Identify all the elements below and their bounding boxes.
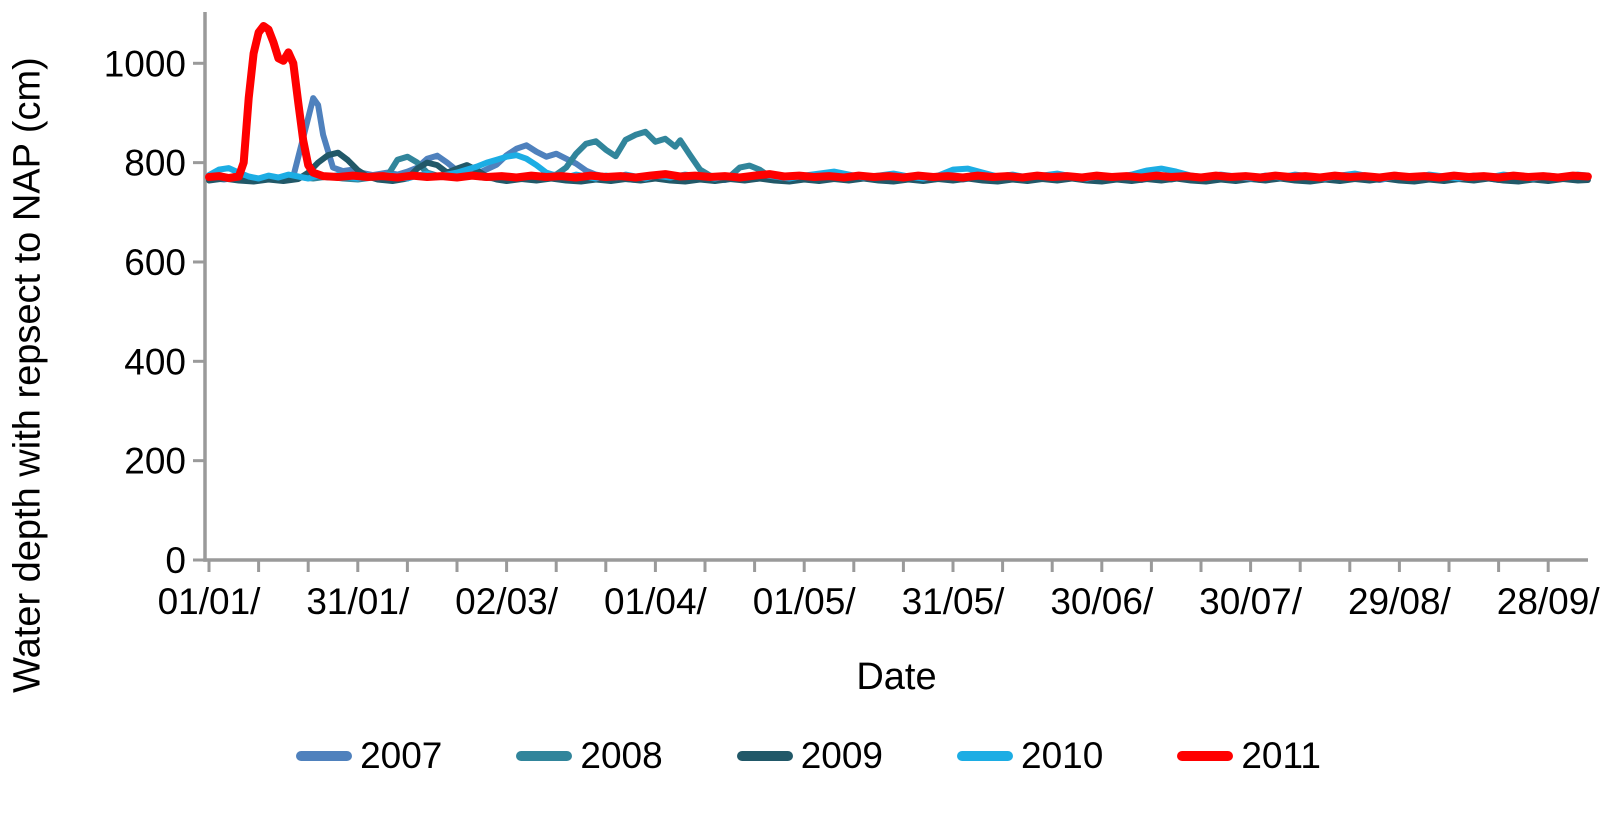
x-tick-label: 01/04/ — [604, 581, 708, 622]
legend: 2007 2008 2009 2010 2011 — [0, 733, 1617, 779]
x-axis-title: Date — [856, 656, 937, 698]
legend-swatch-2008 — [516, 751, 573, 761]
legend-swatch-2009 — [736, 751, 793, 761]
y-tick-label: 0 — [165, 540, 186, 581]
legend-label: 2007 — [360, 735, 443, 776]
legend-label: 2008 — [580, 735, 663, 776]
y-tick-label: 600 — [124, 242, 186, 283]
legend-item-2010: 2010 — [957, 735, 1103, 777]
y-tick-label: 200 — [124, 441, 186, 482]
x-tick-label: 28/09/ — [1497, 581, 1601, 622]
legend-item-2009: 2009 — [736, 735, 884, 777]
x-tick-label: 02/03/ — [455, 581, 559, 622]
x-tick-label: 31/01/ — [306, 581, 410, 622]
x-tick-label: 01/01/ — [158, 581, 262, 622]
x-tick-label: 31/05/ — [902, 581, 1006, 622]
y-tick-label: 1000 — [104, 43, 186, 84]
x-tick-label: 01/05/ — [753, 581, 857, 622]
legend-swatch-2010 — [957, 751, 1014, 761]
x-tick-label: 30/06/ — [1050, 581, 1154, 622]
y-tick-label: 800 — [124, 143, 186, 184]
legend-swatch-2007 — [296, 751, 353, 761]
legend-item-2011: 2011 — [1177, 735, 1321, 777]
series-line-2011 — [205, 22, 1592, 182]
legend-item-2007: 2007 — [296, 735, 442, 777]
legend-swatch-2011 — [1177, 751, 1234, 761]
legend-label: 2011 — [1241, 735, 1321, 776]
legend-item-2008: 2008 — [516, 735, 663, 777]
legend-label: 2010 — [1021, 735, 1104, 776]
y-tick-label: 400 — [124, 341, 186, 382]
x-tick-label: 30/07/ — [1199, 581, 1303, 622]
legend-label: 2009 — [800, 735, 884, 776]
x-tick-label: 29/08/ — [1348, 581, 1452, 622]
